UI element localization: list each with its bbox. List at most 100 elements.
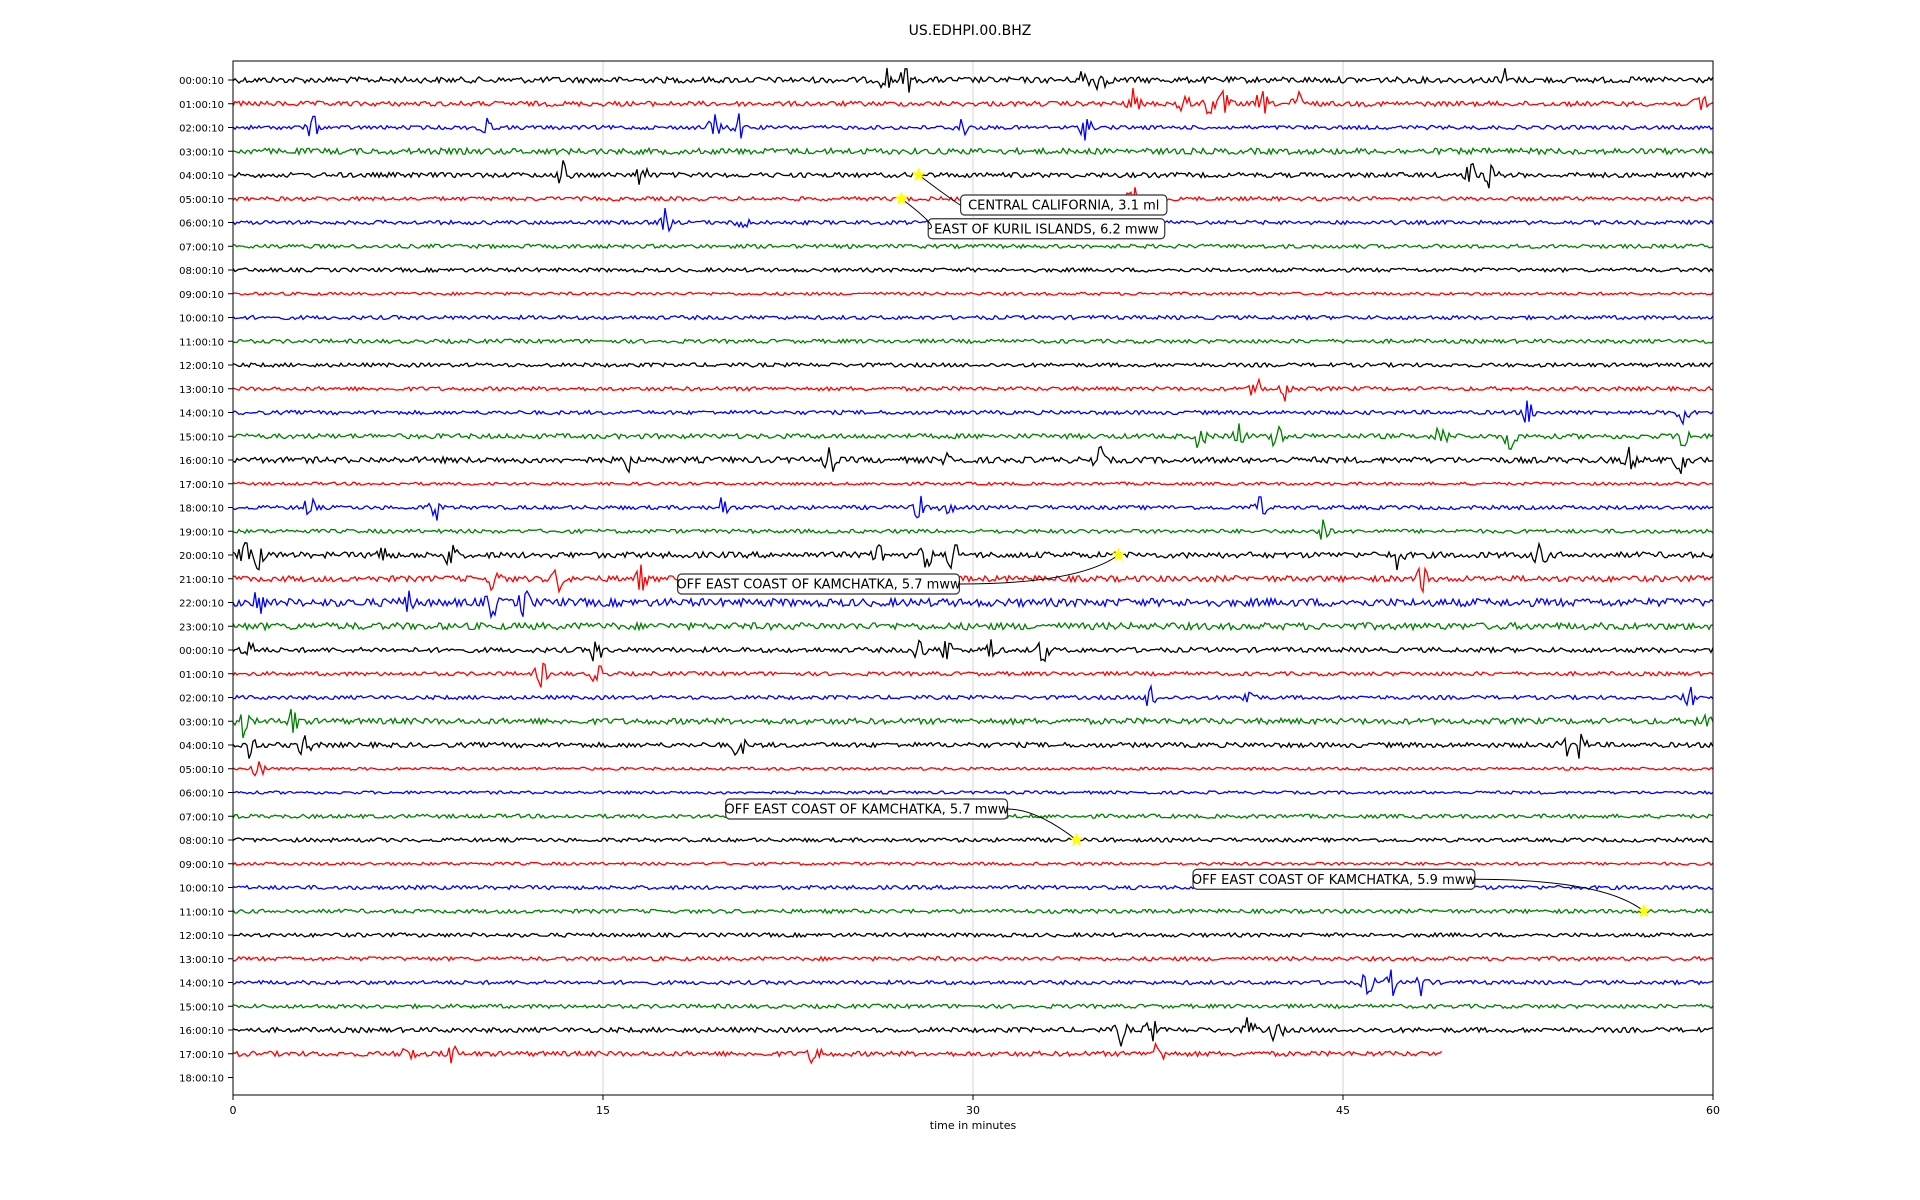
row-label: 08:00:10 <box>179 836 224 847</box>
row-label: 08:00:10 <box>179 266 224 277</box>
row-label: 18:00:10 <box>179 1074 224 1085</box>
row-label: 01:00:10 <box>179 670 224 681</box>
trace-row-40 <box>232 1017 1714 1047</box>
x-tick-label: 45 <box>1336 1104 1350 1117</box>
row-label: 09:00:10 <box>179 860 224 871</box>
trace-row-17 <box>232 481 1714 487</box>
row-label: 22:00:10 <box>179 599 224 610</box>
row-label: 15:00:10 <box>179 432 224 443</box>
trace-row-29 <box>232 761 1714 777</box>
row-label: 12:00:10 <box>179 361 224 372</box>
trace-row-26 <box>233 683 1714 707</box>
row-label: 06:00:10 <box>179 789 224 800</box>
trace-row-20 <box>232 541 1714 571</box>
row-label: 16:00:10 <box>179 1026 224 1037</box>
trace-row-27 <box>232 708 1714 739</box>
trace-row-25 <box>232 662 1714 688</box>
row-label: 07:00:10 <box>179 812 224 823</box>
trace-row-12 <box>232 361 1714 369</box>
row-label: 15:00:10 <box>179 1002 224 1013</box>
event-annotations: CENTRAL CALIFORNIA, 3.1 ml EAST OF KURIL … <box>676 167 1652 918</box>
event-label: OFF EAST COAST OF KAMCHATKA, 5.7 mww <box>725 803 1010 818</box>
trace-row-24 <box>232 639 1714 663</box>
row-label: 05:00:10 <box>179 765 224 776</box>
row-labels: 00:00:10 01:00:10 02:00:10 03:00:10 04:00:10… <box>179 76 233 1085</box>
row-label: 01:00:10 <box>179 100 224 111</box>
event-label: OFF EAST COAST OF KAMCHATKA, 5.9 mww <box>1192 873 1477 888</box>
trace-row-39 <box>232 1002 1714 1010</box>
row-label: 06:00:10 <box>179 219 224 230</box>
trace-row-2 <box>232 113 1714 141</box>
event-marker-star <box>1069 832 1084 847</box>
row-label: 10:00:10 <box>179 884 224 895</box>
x-tick-label: 15 <box>596 1104 610 1117</box>
row-label: 13:00:10 <box>179 385 224 396</box>
x-axis-ticks: 0 15 30 45 60 <box>230 1095 1720 1117</box>
annotation-connector <box>1007 808 1077 841</box>
x-tick-label: 60 <box>1706 1104 1720 1117</box>
trace-row-16 <box>232 445 1713 475</box>
trace-row-8 <box>232 266 1714 274</box>
event-annotation: OFF EAST COAST OF KAMCHATKA, 5.7 mww <box>676 547 1126 595</box>
event-label: EAST OF KURIL ISLANDS, 6.2 mww <box>934 222 1159 237</box>
row-label: 21:00:10 <box>179 575 224 586</box>
trace-row-23 <box>232 620 1713 632</box>
row-label: 07:00:10 <box>179 242 224 253</box>
row-label: 00:00:10 <box>179 646 224 657</box>
row-label: 23:00:10 <box>179 622 224 633</box>
trace-row-36 <box>232 931 1714 939</box>
trace-row-32 <box>232 836 1714 844</box>
event-marker-star <box>911 167 927 182</box>
row-label: 17:00:10 <box>179 480 224 491</box>
trace-row-4 <box>232 160 1714 189</box>
trace-row-33 <box>232 861 1714 867</box>
row-label: 13:00:10 <box>179 955 224 966</box>
trace-row-30 <box>232 789 1714 796</box>
row-label: 00:00:10 <box>179 76 224 87</box>
annotation-connector <box>901 198 933 230</box>
row-label: 14:00:10 <box>179 979 224 990</box>
event-label: CENTRAL CALIFORNIA, 3.1 ml <box>968 199 1159 214</box>
event-annotation: OFF EAST COAST OF KAMCHATKA, 5.7 mww <box>725 798 1084 847</box>
row-label: 11:00:10 <box>179 337 224 348</box>
chart-title: US.EDHPI.00.BHZ <box>909 23 1032 39</box>
trace-row-0 <box>232 67 1714 93</box>
trace-row-14 <box>232 400 1714 426</box>
trace-row-18 <box>232 495 1713 521</box>
annotation-connector <box>959 554 1119 585</box>
trace-row-10 <box>232 314 1714 321</box>
row-label: 10:00:10 <box>179 314 224 325</box>
trace-row-1 <box>232 87 1714 115</box>
row-label: 05:00:10 <box>179 195 224 206</box>
trace-row-15 <box>232 423 1714 451</box>
row-label: 20:00:10 <box>179 551 224 562</box>
trace-row-28 <box>232 733 1714 759</box>
x-tick-label: 30 <box>966 1104 980 1117</box>
event-marker-star <box>1111 547 1126 562</box>
row-label: 19:00:10 <box>179 527 224 538</box>
row-label: 03:00:10 <box>179 147 224 158</box>
row-label: 18:00:10 <box>179 504 224 515</box>
event-annotation: EAST OF KURIL ISLANDS, 6.2 mww <box>894 191 1166 240</box>
trace-row-37 <box>233 955 1714 962</box>
trace-row-9 <box>232 291 1714 297</box>
trace-row-35 <box>232 908 1714 915</box>
event-marker-star <box>1636 903 1652 918</box>
trace-row-11 <box>233 338 1714 345</box>
trace-row-7 <box>232 243 1714 250</box>
x-axis-label: time in minutes <box>930 1119 1017 1132</box>
row-label: 16:00:10 <box>179 456 224 467</box>
trace-row-3 <box>232 146 1714 157</box>
row-label: 02:00:10 <box>179 694 224 705</box>
row-label: 03:00:10 <box>179 717 224 728</box>
event-label: OFF EAST COAST OF KAMCHATKA, 5.7 mww <box>676 578 961 593</box>
event-marker-star <box>894 191 909 205</box>
row-label: 12:00:10 <box>179 931 224 942</box>
event-annotation: CENTRAL CALIFORNIA, 3.1 ml <box>911 167 1168 216</box>
row-label: 17:00:10 <box>179 1050 224 1061</box>
trace-row-19 <box>232 519 1714 540</box>
row-label: 04:00:10 <box>179 171 224 182</box>
trace-row-21 <box>232 564 1714 595</box>
row-label: 14:00:10 <box>179 409 224 420</box>
